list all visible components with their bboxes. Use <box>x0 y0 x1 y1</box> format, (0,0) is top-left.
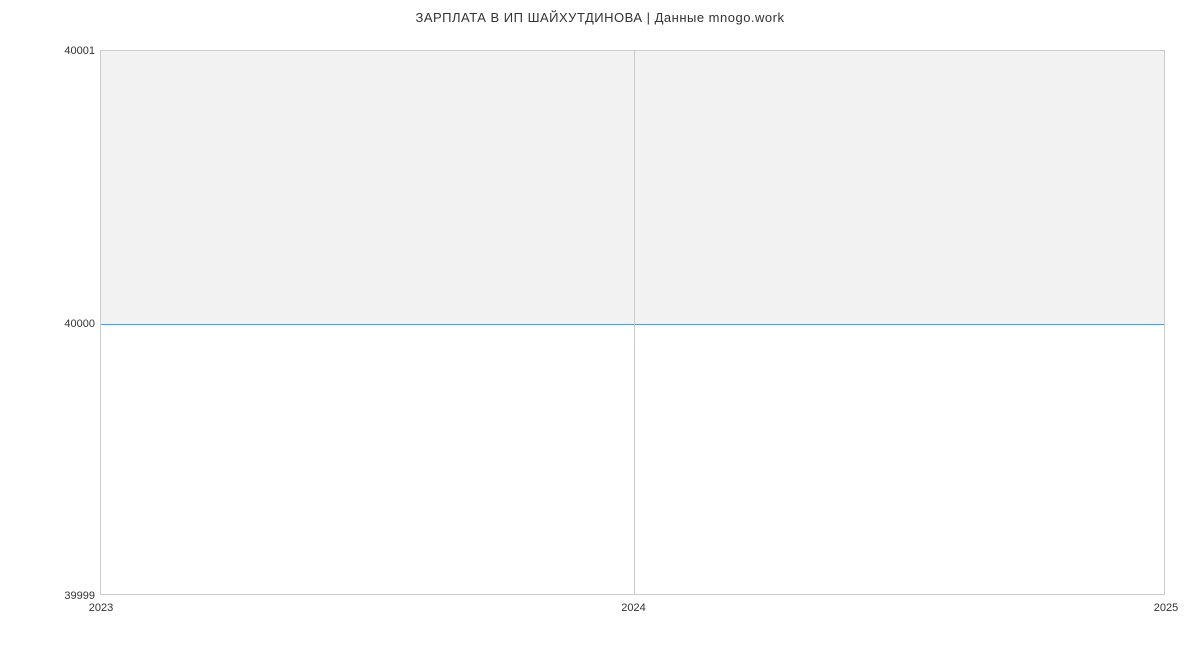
x-tick-label: 2024 <box>621 594 645 614</box>
y-tick-label: 40001 <box>64 45 101 57</box>
chart-title: ЗАРПЛАТА В ИП ШАЙХУТДИНОВА | Данные mnog… <box>0 10 1200 25</box>
salary-chart: ЗАРПЛАТА В ИП ШАЙХУТДИНОВА | Данные mnog… <box>0 0 1200 650</box>
grid-line-2024 <box>634 51 635 594</box>
data-line <box>101 324 1164 325</box>
area-fill <box>101 51 1164 324</box>
x-tick-label: 2025 <box>1154 594 1178 614</box>
plot-area: 39999 40000 40001 2023 2024 2025 <box>100 50 1165 595</box>
y-tick-label: 40000 <box>64 318 101 330</box>
x-tick-label: 2023 <box>89 594 113 614</box>
